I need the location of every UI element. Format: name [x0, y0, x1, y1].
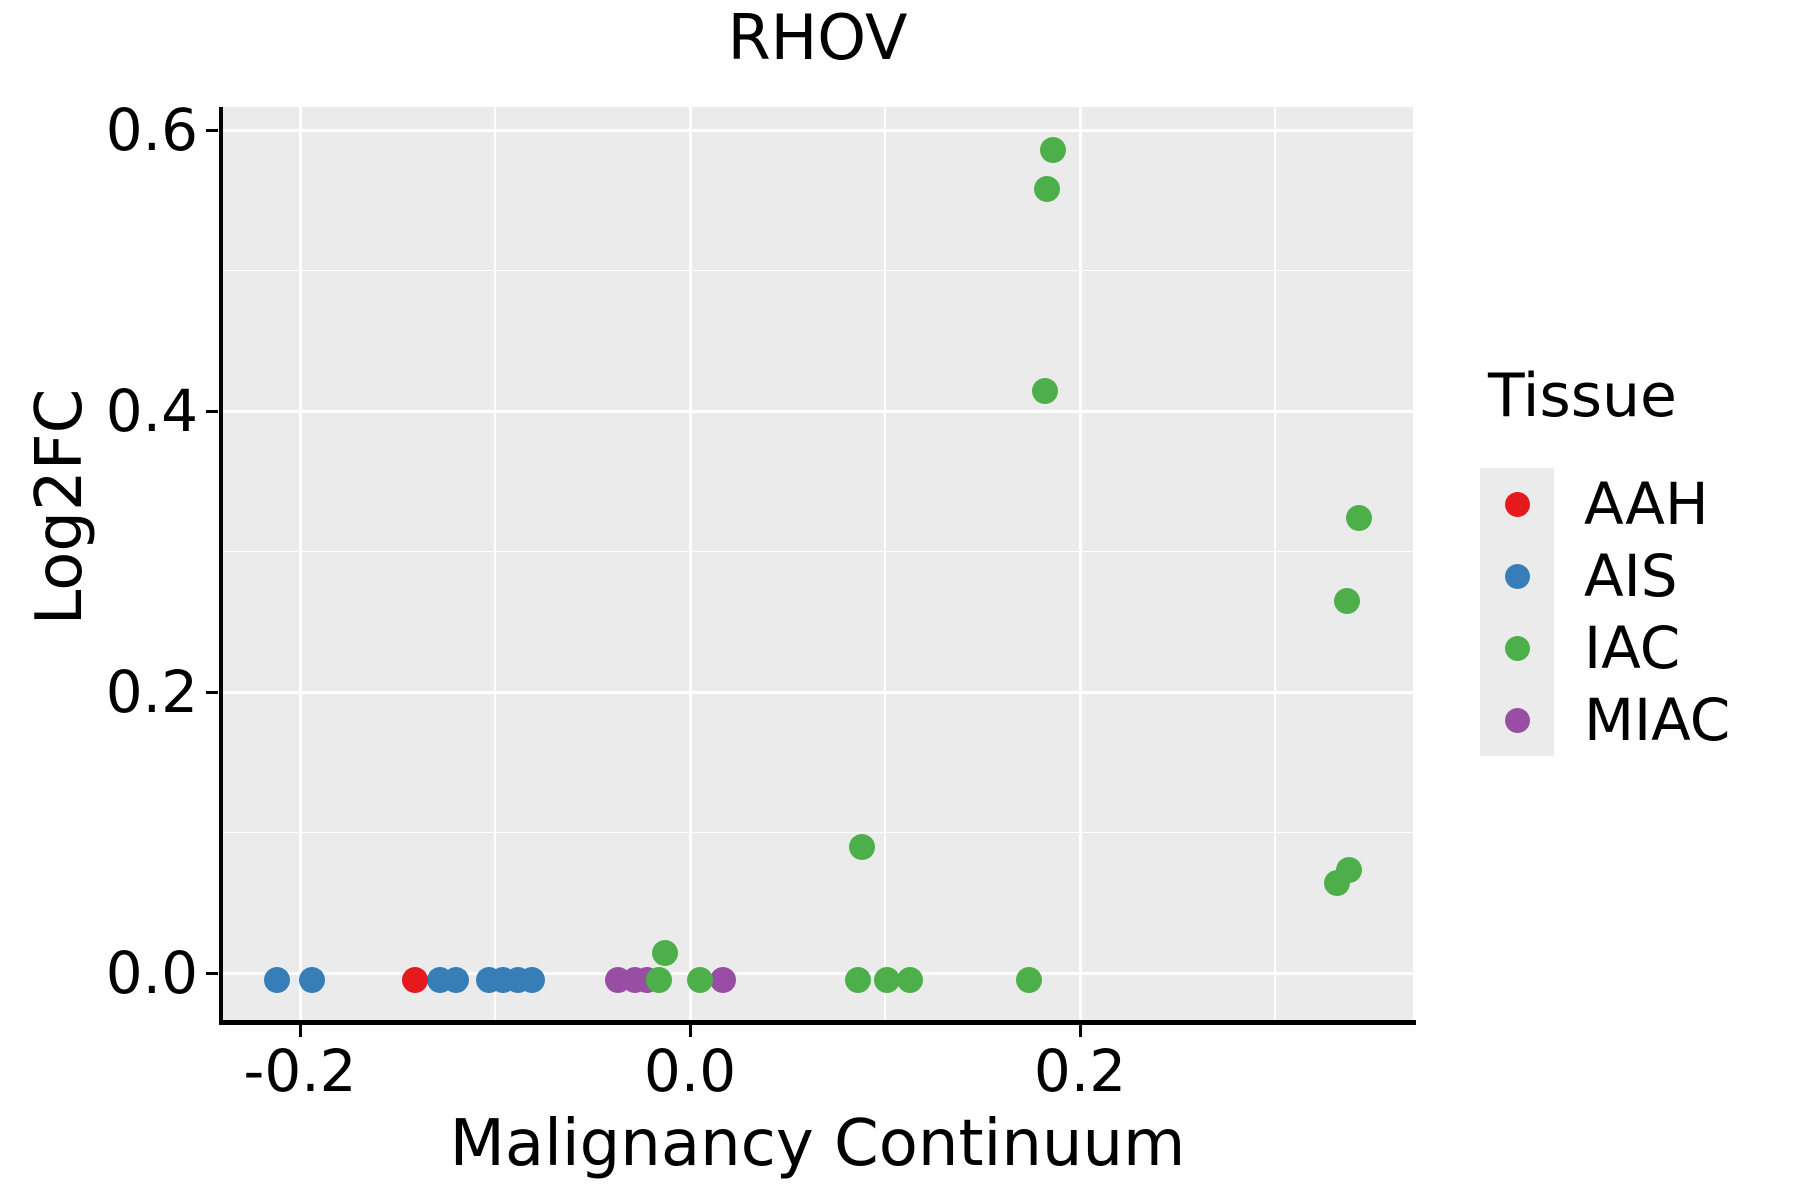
scatter-point-ais [298, 967, 325, 994]
scatter-point-iac [651, 940, 678, 967]
plot-panel [222, 107, 1413, 1020]
scatter-point-ais [443, 967, 469, 994]
x-tick-label: -0.2 [243, 1037, 357, 1105]
x-major-gridline [688, 107, 692, 1020]
scatter-point-iac [1016, 967, 1043, 994]
scatter-point-iac [686, 967, 713, 994]
legend-dot-miac [1504, 707, 1530, 733]
scatter-point-miac [710, 967, 737, 994]
x-major-gridline [1078, 107, 1082, 1020]
y-tick-label: 0.4 [105, 377, 198, 445]
scatter-point-iac [848, 833, 875, 860]
scatter-point-iac [1345, 504, 1372, 531]
legend-label-iac: IAC [1584, 614, 1681, 682]
y-minor-gridline [222, 831, 1413, 834]
x-tick-label: 0.0 [643, 1037, 737, 1105]
legend-dot-ais [1504, 563, 1530, 589]
legend-label-aah: AAH [1584, 470, 1709, 538]
y-major-gridline [222, 971, 1413, 975]
y-tick-label: 0.0 [105, 939, 198, 1007]
x-axis-spine [219, 1020, 1416, 1025]
scatter-point-aah [402, 967, 429, 994]
chart-title: RHOV [727, 1, 908, 74]
y-axis-spine [219, 107, 223, 1025]
y-tick-mark [206, 409, 218, 413]
x-tick-mark [1078, 1025, 1082, 1037]
y-tick-label: 0.6 [105, 96, 198, 164]
x-major-gridline [298, 107, 302, 1020]
scatter-point-ais [519, 967, 546, 994]
y-tick-mark [206, 971, 218, 975]
y-tick-label: 0.2 [105, 658, 198, 726]
x-tick-mark [298, 1025, 302, 1037]
scatter-point-iac [1033, 176, 1060, 202]
scatter-point-iac [873, 967, 900, 994]
scatter-point-iac [1336, 857, 1363, 884]
legend-label-miac: MIAC [1584, 686, 1731, 754]
scatter-point-iac [844, 967, 871, 994]
x-tick-label: 0.2 [1033, 1037, 1127, 1105]
scatter-point-iac [645, 967, 672, 994]
y-tick-mark [206, 128, 218, 132]
y-minor-gridline [222, 550, 1413, 553]
x-minor-gridline [884, 107, 886, 1020]
legend-title: Tissue [1488, 361, 1677, 431]
x-tick-mark [688, 1025, 692, 1037]
x-minor-gridline [494, 107, 496, 1020]
scatter-point-iac [897, 967, 924, 994]
legend-label-ais: AIS [1584, 542, 1678, 610]
y-minor-gridline [222, 269, 1413, 272]
scatter-point-iac [1039, 136, 1066, 163]
scatter-point-iac [1031, 378, 1058, 405]
y-major-gridline [222, 128, 1413, 132]
legend-dot-iac [1504, 635, 1530, 661]
y-tick-mark [206, 690, 218, 694]
x-axis-title: Malignancy Continuum [449, 1107, 1186, 1181]
y-major-gridline [222, 690, 1413, 694]
scatter-point-ais [263, 967, 290, 994]
legend-dot-aah [1504, 491, 1530, 517]
scatter-point-iac [1334, 587, 1361, 614]
x-minor-gridline [1274, 107, 1276, 1020]
y-major-gridline [222, 409, 1413, 413]
